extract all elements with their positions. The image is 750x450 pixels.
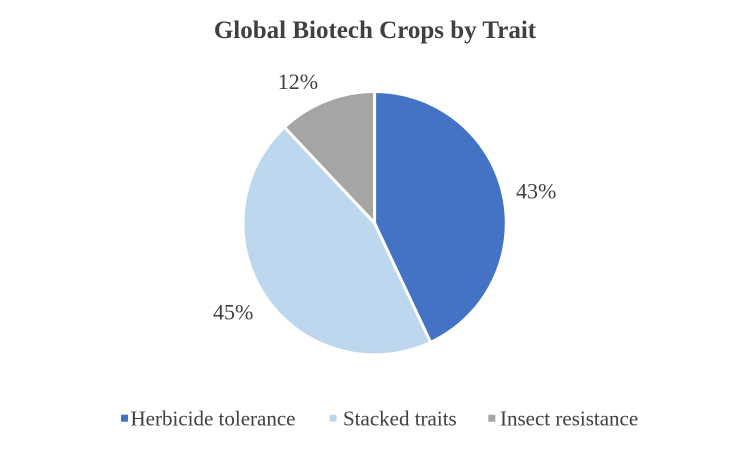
svg-text:Stacked traits: Stacked traits [343,407,457,431]
svg-text:Global Biotech Crops by Trait: Global Biotech Crops by Trait [214,17,537,44]
svg-text:12%: 12% [278,69,318,94]
svg-text:Insect resistance: Insect resistance [500,407,638,431]
svg-text:45%: 45% [213,300,253,325]
svg-text:Herbicide tolerance: Herbicide tolerance [131,407,296,431]
svg-text:43%: 43% [516,178,556,203]
